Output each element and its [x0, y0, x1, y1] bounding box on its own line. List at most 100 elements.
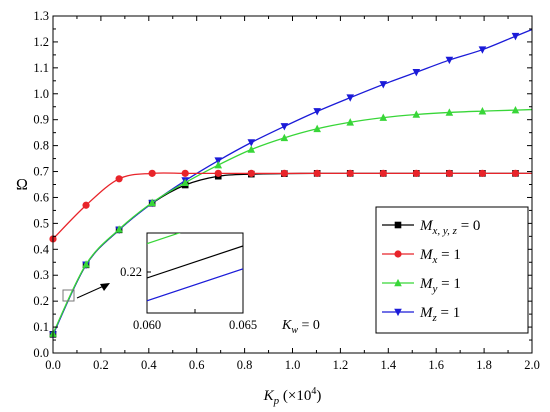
inset-x-tick-label: 0.065: [229, 318, 257, 332]
legend-label-val: = 1: [437, 276, 460, 292]
y-tick-label: 0.9: [33, 113, 49, 127]
data-point: [478, 107, 487, 115]
x-tick-label: 0.2: [93, 358, 109, 372]
data-point: [313, 108, 321, 116]
legend-label: Mx, y, z = 0: [419, 218, 480, 237]
legend-label-main: M: [419, 218, 434, 234]
data-point: [379, 169, 387, 177]
inset-line: [147, 268, 243, 302]
legend-marker: [394, 278, 402, 287]
y-tick-label: 0.4: [33, 242, 49, 256]
data-point: [511, 106, 520, 114]
series-y-group: [49, 106, 533, 337]
x-tick-label: 0.4: [141, 358, 157, 372]
data-point: [511, 169, 520, 177]
x-axis-label-sub: p: [273, 395, 280, 407]
y-tick-label: 0.1: [33, 320, 49, 334]
data-point: [445, 169, 453, 177]
x-tick-label: 1.6: [428, 358, 444, 372]
y-tick-label: 1.2: [33, 35, 49, 49]
legend-label-sub: x, y, z: [432, 225, 458, 237]
x-axis-label-exp: 4: [311, 386, 316, 397]
ticks-layer: 0.0 0.2 0.4 0.6 0.8 1.0 1.2 1.4 1.6 1.8 2.0 0.0 0.1 0…: [33, 9, 539, 372]
y-tick-label: 0.0: [33, 346, 49, 360]
data-point: [346, 94, 355, 102]
data-point: [478, 169, 487, 177]
legend-entry: Mx, y, z = 0: [382, 218, 480, 237]
data-point: [478, 46, 487, 54]
data-point: [412, 110, 421, 118]
kw-annotation-sub: w: [291, 325, 298, 336]
kw-annotation: Kw = 0: [281, 318, 320, 336]
legend-marker: [394, 221, 402, 229]
legend-label-main: M: [419, 247, 434, 263]
x-axis-label-unit: (×10: [279, 388, 311, 404]
legend-label-main: M: [419, 276, 434, 292]
inset-y-tick-label: 0.22: [120, 265, 142, 279]
inset-zoom: 0.060 0.065 0.22: [62, 232, 257, 332]
y-tick-label: 0.5: [33, 216, 49, 230]
legend-label-val: = 1: [437, 305, 460, 321]
legend-marker: [394, 250, 402, 258]
kw-annotation-main: K: [281, 318, 292, 333]
y-tick-label: 0.8: [33, 139, 49, 153]
legend-entry: Mz = 1: [382, 305, 460, 324]
data-point: [511, 32, 520, 41]
y-tick-label: 0.3: [33, 268, 49, 282]
data-point: [313, 124, 321, 133]
kw-annotation-val: = 0: [298, 318, 320, 333]
data-point: [115, 175, 123, 183]
x-tick-label: 1.8: [476, 358, 492, 372]
y-tick-label: 0.6: [33, 190, 49, 204]
data-point: [346, 118, 355, 126]
series-x-group: [49, 169, 532, 243]
zoom-arrow-line: [76, 284, 107, 299]
series-line: [52, 108, 533, 334]
inset-line: [147, 233, 181, 245]
x-tick-label: 0.8: [237, 358, 253, 372]
legend-label: Mx = 1: [419, 247, 461, 266]
x-tick-label: 0.0: [45, 358, 61, 372]
data-point: [148, 198, 156, 206]
data-point: [379, 81, 388, 89]
data-point: [82, 260, 90, 268]
data-point: [115, 225, 123, 233]
data-point: [313, 169, 321, 177]
data-point: [346, 169, 354, 177]
inset-line: [147, 245, 243, 279]
y-tick-label: 0.2: [33, 294, 49, 308]
x-tick-label: 1.4: [380, 358, 396, 372]
zoom-arrow-head: [100, 283, 110, 291]
data-point: [445, 56, 454, 65]
y-axis-label: Ω: [16, 177, 28, 194]
y-tick-label: 1.0: [33, 87, 49, 101]
data-point: [412, 169, 420, 177]
zoom-source-box: [62, 289, 75, 302]
data-point: [280, 133, 289, 142]
data-point: [181, 169, 189, 177]
y-tick-label: 0.7: [33, 165, 49, 179]
legend-label-main: M: [419, 305, 434, 321]
x-axis-label-close: ): [316, 388, 321, 404]
series-line: [52, 172, 532, 240]
x-tick-label: 0.6: [189, 358, 205, 372]
data-point: [412, 68, 421, 77]
x-tick-label: 1.2: [333, 358, 349, 372]
legend-marker: [394, 308, 402, 317]
data-point: [247, 139, 256, 147]
legend-label-sub: y: [432, 283, 438, 295]
y-tick-label: 1.3: [33, 9, 49, 23]
x-axis-label: Kp (×104): [263, 386, 322, 407]
legend: Mx, y, z = 0Mx = 1My = 1Mz = 1: [375, 206, 529, 334]
legend-label-val: = 1: [437, 247, 460, 263]
series-layer: [49, 28, 533, 339]
data-point: [181, 178, 190, 186]
legend-label: Mz = 1: [419, 305, 460, 324]
data-point: [247, 169, 255, 177]
inset-x-tick-label: 0.060: [133, 318, 161, 332]
legend-label-val: = 0: [457, 218, 480, 234]
legend-entry: My = 1: [382, 276, 461, 295]
data-point: [280, 169, 288, 177]
legend-entry: Mx = 1: [382, 247, 461, 266]
